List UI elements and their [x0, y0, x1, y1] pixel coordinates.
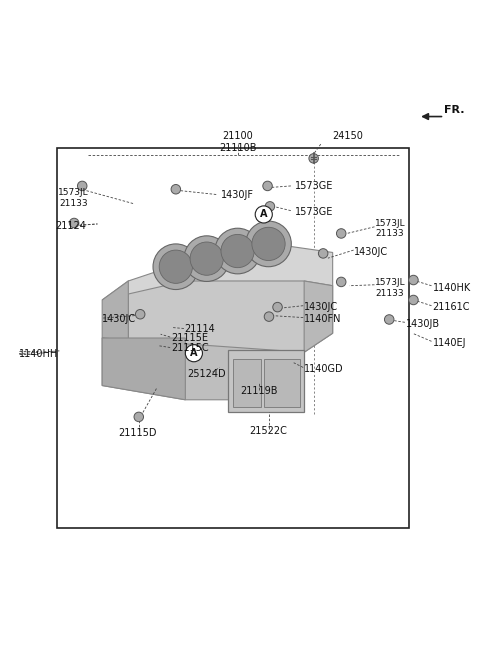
Circle shape [336, 277, 346, 286]
Text: 21100: 21100 [222, 131, 253, 141]
Text: 1430JF: 1430JF [221, 191, 254, 200]
Circle shape [77, 181, 87, 191]
Text: 1140EJ: 1140EJ [432, 338, 466, 348]
Text: A: A [190, 348, 198, 358]
Polygon shape [304, 281, 333, 352]
Text: 21119B: 21119B [240, 386, 278, 396]
Circle shape [309, 154, 318, 163]
Circle shape [190, 242, 223, 275]
Text: 21115E: 21115E [171, 333, 208, 343]
Bar [233, 359, 262, 407]
Text: 1140GD: 1140GD [304, 364, 344, 374]
Circle shape [408, 275, 418, 284]
Text: 1573JL
21133: 1573JL 21133 [59, 188, 89, 208]
Circle shape [184, 236, 229, 281]
Polygon shape [102, 281, 128, 343]
Circle shape [153, 244, 199, 290]
Text: 21115C: 21115C [171, 344, 209, 353]
Circle shape [252, 227, 285, 261]
Text: 1430JC: 1430JC [304, 302, 338, 312]
Text: FR.: FR. [444, 105, 465, 115]
Polygon shape [102, 271, 333, 352]
Text: 1140FN: 1140FN [304, 314, 342, 324]
Text: 1430JC: 1430JC [102, 314, 136, 324]
Text: A: A [260, 210, 267, 219]
Text: 1140HK: 1140HK [432, 283, 471, 293]
Circle shape [273, 302, 282, 312]
Circle shape [221, 235, 254, 267]
Circle shape [384, 315, 394, 324]
Circle shape [70, 218, 79, 228]
Bar [264, 359, 300, 407]
Polygon shape [102, 338, 304, 399]
Circle shape [264, 312, 274, 321]
Text: 21161C: 21161C [432, 302, 470, 312]
Text: 21522C: 21522C [250, 426, 288, 436]
Text: 21115D: 21115D [119, 428, 157, 438]
Text: 21110B: 21110B [219, 143, 256, 152]
Circle shape [336, 229, 346, 238]
Text: 21124: 21124 [55, 221, 86, 231]
Circle shape [215, 228, 261, 274]
Circle shape [134, 412, 144, 422]
Circle shape [265, 202, 275, 211]
Text: 1573JL
21133: 1573JL 21133 [375, 219, 406, 238]
Text: 1140HH: 1140HH [19, 349, 58, 359]
Circle shape [255, 206, 272, 223]
Polygon shape [102, 338, 185, 399]
Circle shape [263, 181, 272, 191]
Text: 1573JL
21133: 1573JL 21133 [375, 279, 406, 298]
Text: 21114: 21114 [184, 325, 215, 334]
Text: 24150: 24150 [333, 131, 363, 141]
Text: 25124D: 25124D [187, 369, 226, 378]
Text: 1430JB: 1430JB [407, 319, 441, 328]
Polygon shape [102, 243, 333, 300]
Text: 1573GE: 1573GE [295, 181, 333, 191]
Text: 1573GE: 1573GE [295, 207, 333, 217]
Circle shape [159, 250, 192, 283]
Circle shape [246, 221, 291, 267]
Circle shape [408, 295, 418, 305]
Circle shape [135, 309, 145, 319]
Circle shape [171, 185, 180, 194]
Bar [228, 350, 304, 412]
Circle shape [185, 345, 203, 362]
Bar [57, 148, 408, 528]
Text: 1430JC: 1430JC [354, 246, 388, 256]
Circle shape [318, 248, 328, 258]
